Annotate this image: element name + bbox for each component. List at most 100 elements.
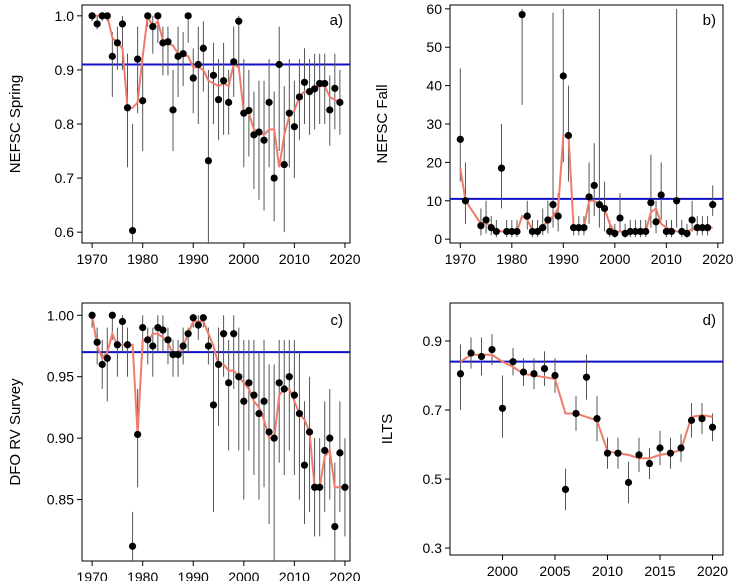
data-point xyxy=(240,397,248,405)
y-tick-label: 0.5 xyxy=(423,471,443,487)
data-point xyxy=(519,368,528,376)
data-point xyxy=(497,164,506,172)
data-point xyxy=(709,201,717,209)
data-point xyxy=(235,17,243,25)
data-point xyxy=(321,446,329,455)
y-tick-label: 0.3 xyxy=(423,540,443,556)
y-tick-label: 50 xyxy=(426,39,442,55)
data-point xyxy=(635,451,643,459)
data-point xyxy=(518,10,526,19)
data-point xyxy=(230,58,238,66)
data-point xyxy=(179,50,187,58)
data-point xyxy=(199,44,207,52)
x-tick-label: 2020 xyxy=(329,251,360,267)
data-point xyxy=(285,373,293,381)
data-point xyxy=(698,415,706,423)
data-point xyxy=(139,323,147,332)
data-point xyxy=(300,78,309,86)
data-point xyxy=(316,483,324,491)
data-point xyxy=(509,358,517,366)
data-point xyxy=(508,227,516,236)
y-tick-label: 0.9 xyxy=(423,333,443,349)
data-point xyxy=(698,224,706,232)
data-point xyxy=(585,193,593,201)
y-tick-label: 0.95 xyxy=(47,369,74,385)
y-tick-label: 0.7 xyxy=(423,402,443,418)
data-point xyxy=(544,216,552,224)
data-point xyxy=(128,542,137,550)
panel-c: DFO RV Survey c) 1970 1980 1990 2000 2010 202… xyxy=(7,302,361,581)
y-tick-label: 1.0 xyxy=(55,8,75,24)
panel-label: a) xyxy=(330,12,343,29)
data-point xyxy=(645,459,654,468)
data-point xyxy=(487,224,495,232)
data-point xyxy=(456,370,465,378)
data-point xyxy=(280,160,288,169)
data-point xyxy=(98,12,106,20)
data-point xyxy=(219,330,228,338)
x-tick-label: 2020 xyxy=(697,563,728,579)
data-point xyxy=(461,197,470,205)
data-point xyxy=(624,478,633,487)
x-tick-label: 2010 xyxy=(651,251,682,267)
smoothed-line xyxy=(92,12,341,168)
y-tick-label: 0.9 xyxy=(55,62,75,78)
plot-marks: 1970 1980 1990 2000 2010 2020 0.85 0.90 0.95 1.00 xyxy=(47,307,361,581)
y-tick-label: 0.8 xyxy=(55,116,75,132)
data-point xyxy=(123,341,132,349)
data-point xyxy=(290,123,298,131)
data-point xyxy=(703,224,712,232)
y-tick-label: 40 xyxy=(426,78,442,94)
data-point xyxy=(626,227,634,236)
data-point xyxy=(128,226,137,235)
data-point xyxy=(642,227,650,236)
data-point xyxy=(225,98,233,106)
plot-marks: 1970 1980 1990 2000 2010 2020 0.6 0.7 0.8 0.9 1.0 xyxy=(55,8,361,267)
x-tick-label: 2020 xyxy=(329,569,360,581)
data-point xyxy=(134,430,142,439)
data-point xyxy=(336,449,344,457)
data-point xyxy=(275,60,283,69)
data-point xyxy=(482,216,490,224)
data-point xyxy=(311,85,319,93)
y-tick-label: 0 xyxy=(434,231,442,247)
x-tick-label: 2010 xyxy=(279,569,310,581)
y-axis-label: ILTS xyxy=(379,414,396,445)
data-point xyxy=(184,330,192,338)
data-point xyxy=(551,371,559,380)
data-point xyxy=(652,218,660,226)
x-tick-label: 1990 xyxy=(548,251,579,267)
data-point xyxy=(184,12,192,20)
data-point xyxy=(687,416,696,424)
data-point xyxy=(204,157,213,165)
data-point xyxy=(530,370,538,378)
data-point xyxy=(467,349,475,357)
x-tick-label: 2000 xyxy=(487,563,518,579)
y-tick-label: 1.00 xyxy=(47,307,74,323)
data-point xyxy=(250,391,258,399)
y-axis-label: NEFSC Fall xyxy=(374,84,391,163)
data-point xyxy=(290,391,298,399)
y-tick-label: 30 xyxy=(426,116,442,132)
data-point xyxy=(498,404,507,412)
data-point xyxy=(477,352,486,361)
data-point xyxy=(103,12,111,20)
data-point xyxy=(683,229,691,238)
data-point xyxy=(300,461,309,469)
panel-label: c) xyxy=(331,312,344,329)
data-point xyxy=(631,227,640,236)
data-point xyxy=(331,84,339,92)
data-point xyxy=(341,483,349,491)
data-point xyxy=(270,434,278,442)
x-tick-label: 2015 xyxy=(644,563,675,579)
x-tick-label: 1990 xyxy=(178,569,209,581)
data-point xyxy=(113,39,121,47)
data-point xyxy=(245,106,253,115)
data-point xyxy=(230,330,238,338)
data-point xyxy=(134,55,142,63)
data-point xyxy=(113,341,121,349)
panel-d: ILTS d) 2000 2005 2010 2015 2020 0.3 0.5 0.7 0.9 xyxy=(379,302,728,579)
data-point xyxy=(209,71,218,79)
data-point xyxy=(214,96,223,104)
